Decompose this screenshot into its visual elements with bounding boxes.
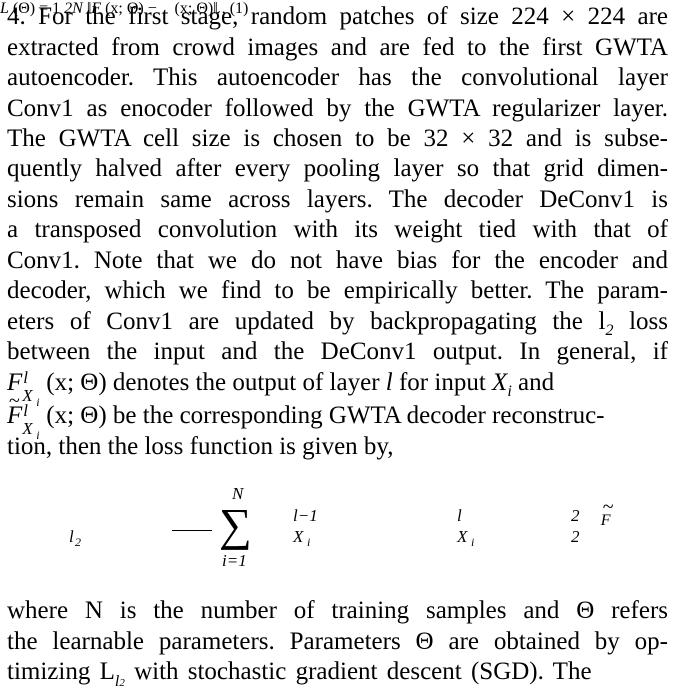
text-span: loss	[613, 308, 669, 335]
text-line: eters of Conv1 are updated by backpropag…	[7, 306, 669, 339]
text-line: autoencoder. This autoencoder has the co…	[7, 64, 668, 91]
math-subscript: l2	[114, 673, 125, 690]
math-subsubscript: i	[471, 535, 475, 549]
text-line: a transposed convolution with its weight…	[7, 216, 668, 243]
text-line: tion, then the loss function is given by…	[7, 433, 394, 460]
fraction-numerator: 1	[52, 0, 61, 17]
sum-symbol: ∑	[219, 499, 252, 550]
text-line: 4. For the first stage, random patches o…	[7, 3, 668, 30]
text-span: (x; Θ) denotes the output of layer	[46, 369, 386, 396]
text-line: Conv1 as enocoder followed by the GWTA r…	[7, 95, 668, 122]
math-subscript: 2	[605, 322, 614, 339]
math-subscript: X	[22, 386, 33, 405]
math-superscript: l	[23, 368, 29, 387]
equation-number: (1)	[229, 0, 249, 17]
text-line: quently halved after every pooling layer…	[7, 155, 668, 182]
text-line: Conv1. Note that we do not have bias for…	[7, 247, 668, 274]
text-span: (x; Θ) be the corresponding GWTA decoder…	[46, 402, 605, 429]
math-subscript: X	[293, 527, 304, 546]
math-text: (Θ) =	[12, 0, 49, 17]
sum-lower-limit: i=1	[222, 551, 247, 570]
sum-upper-limit: N	[232, 484, 244, 503]
math-symbol: X	[492, 369, 508, 396]
text-line: the learnable parameters. Parameters Θ a…	[7, 628, 668, 655]
math-subscript: 2	[571, 527, 580, 546]
math-subsubscript: i	[307, 535, 311, 549]
text-span: eters of Conv1 are updated by backpropag…	[7, 308, 606, 335]
math-text: (x; Θ)‖	[174, 0, 218, 17]
math-subscript: X	[457, 527, 468, 546]
math-superscript: l	[457, 506, 462, 525]
math-text: (x; Θ) −	[105, 0, 157, 17]
math-symbol: l	[385, 369, 393, 396]
text-span: timizing L	[7, 658, 115, 685]
text-line: extracted from crowd images and are fed …	[7, 34, 668, 61]
fraction-bar	[172, 530, 212, 531]
math-subscript: l	[69, 527, 74, 546]
math-subscript: X	[22, 419, 33, 438]
text-line: The GWTA cell size is chosen to be 32 × …	[7, 125, 668, 152]
text-span: for input	[392, 369, 493, 396]
text-line: where N is the number of training sample…	[7, 597, 668, 624]
math-subsubscript: 2	[75, 535, 81, 549]
text-line: timizing Ll2 with stochastic gradient de…	[7, 656, 668, 690]
text-line: between the input and the DeConv1 output…	[7, 338, 668, 365]
math-subscript: i	[507, 383, 512, 400]
math-symbol: L	[0, 0, 9, 17]
text-span: with stochastic gradient descent (SGD). …	[134, 658, 592, 685]
fraction-denominator: 2N	[64, 0, 83, 17]
math-superscript: l−1	[293, 506, 318, 525]
text-line: sions remain same across layers. The dec…	[7, 186, 668, 213]
math-subsubscript: i	[36, 428, 40, 442]
text-line: decoder, which we find to be empirically…	[7, 277, 668, 304]
math-superscript: 2	[571, 506, 580, 525]
math-superscript: l	[23, 401, 29, 420]
text-span: and	[511, 369, 555, 396]
math-text: ,	[221, 0, 226, 17]
math-subsubscript: i	[36, 395, 40, 409]
equation-1: L l 2 (Θ) = 1 2N N ∑ i=1 ‖F l−1 X i (x; …	[0, 0, 682, 570]
math-symbol: ‖F	[86, 0, 102, 17]
math-symbol: F	[7, 402, 22, 429]
math-symbol: F	[601, 512, 611, 529]
